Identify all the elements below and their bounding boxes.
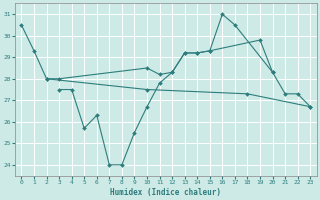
X-axis label: Humidex (Indice chaleur): Humidex (Indice chaleur): [110, 188, 221, 197]
